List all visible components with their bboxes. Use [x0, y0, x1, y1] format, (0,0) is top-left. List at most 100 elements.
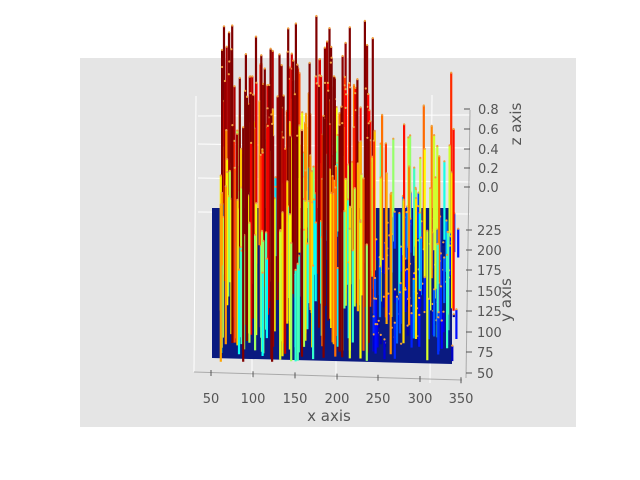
- bar-top: [359, 220, 362, 224]
- bar-top: [271, 108, 274, 111]
- bar-top: [447, 231, 450, 234]
- bar-top: [317, 84, 321, 88]
- bar-top: [227, 73, 230, 76]
- x-tick-label: 350: [449, 392, 474, 407]
- bar-top: [340, 105, 343, 108]
- x-tick-label: 50: [203, 392, 220, 407]
- bar-top: [374, 297, 378, 300]
- bar-top: [413, 272, 416, 275]
- bar-top: [288, 213, 291, 216]
- bar-top: [313, 198, 316, 201]
- bar-top: [418, 211, 421, 214]
- bar-top: [356, 162, 359, 165]
- bar-top: [379, 333, 382, 336]
- bar-top: [280, 64, 283, 67]
- bar-top: [451, 344, 454, 347]
- bar-top: [367, 92, 370, 96]
- bar-top: [371, 37, 374, 40]
- z-axis-label: z axis: [507, 102, 525, 145]
- bar-top: [261, 148, 264, 151]
- bar-top: [418, 313, 421, 316]
- y-tick-label: 175: [477, 264, 502, 279]
- bar-top: [322, 114, 325, 117]
- bar-top: [402, 198, 405, 201]
- bar-top: [304, 169, 307, 172]
- bar-top: [341, 122, 344, 125]
- bar-top: [346, 198, 349, 201]
- bar-top: [437, 316, 440, 319]
- bar-top: [251, 75, 254, 78]
- bar-top: [436, 242, 439, 245]
- bar-top: [302, 228, 306, 231]
- bar-top: [332, 75, 336, 78]
- bar-top: [224, 185, 227, 188]
- bar-top: [363, 19, 366, 22]
- bar-top: [259, 153, 262, 156]
- bar-top: [351, 249, 354, 252]
- bar-top: [225, 45, 228, 48]
- bar-top: [326, 81, 329, 84]
- bar-top: [434, 176, 437, 179]
- bar-top: [334, 165, 338, 168]
- y-tick-label: 125: [477, 305, 502, 320]
- bar-top: [233, 85, 236, 88]
- bar-top: [352, 83, 356, 86]
- bars-group: [219, 14, 460, 362]
- z-tick-label: 0.4: [478, 143, 499, 158]
- bar-top: [343, 75, 346, 78]
- bar-top: [349, 86, 352, 89]
- bar-top: [452, 313, 455, 316]
- bar-top: [365, 243, 368, 246]
- bar-top: [268, 83, 271, 87]
- y-tick-label: 200: [477, 244, 502, 259]
- bar-top: [407, 136, 410, 139]
- bar-top: [220, 191, 223, 194]
- bar-top: [446, 253, 449, 256]
- bar-top: [442, 241, 445, 244]
- bar-top: [284, 147, 287, 150]
- bar-top: [399, 282, 402, 285]
- bar-top: [286, 50, 289, 53]
- bar-top: [221, 48, 224, 52]
- grid-line: [193, 95, 197, 373]
- bar-top: [398, 291, 401, 294]
- bar-top: [344, 177, 347, 180]
- bar-top: [228, 60, 231, 63]
- bar-top: [219, 174, 222, 177]
- bar-top: [422, 104, 425, 107]
- bar-top: [294, 268, 297, 271]
- bar-top: [225, 129, 228, 132]
- bar-top: [281, 211, 284, 214]
- bar-top: [436, 144, 439, 148]
- bar-top: [296, 134, 299, 137]
- bar-top: [252, 93, 255, 96]
- bar-top: [233, 139, 236, 142]
- bar-top: [334, 186, 337, 189]
- bar-top: [336, 266, 339, 270]
- bar-top: [240, 147, 243, 150]
- bar-top: [423, 276, 426, 279]
- bar-top: [300, 129, 304, 132]
- bar-top: [382, 295, 385, 298]
- bar-top: [393, 321, 396, 324]
- bar-top: [352, 125, 355, 129]
- bar-top: [387, 292, 390, 295]
- bar-top: [270, 113, 273, 116]
- bar-top: [261, 151, 264, 154]
- bar-top: [314, 221, 317, 224]
- bar-top: [404, 288, 407, 291]
- bar-top: [236, 198, 239, 201]
- bar-top: [255, 81, 258, 84]
- bar-top: [419, 289, 422, 292]
- bar-top: [331, 174, 334, 178]
- bar-top: [403, 123, 406, 126]
- bar-top: [419, 236, 422, 239]
- y-axis-label: y axis: [497, 278, 515, 322]
- bar-top: [236, 132, 239, 135]
- bar-top: [410, 312, 413, 315]
- bar-top: [354, 86, 357, 89]
- bar-top: [377, 319, 380, 322]
- bar-top: [344, 106, 347, 109]
- bar-top: [282, 94, 285, 97]
- bar-top: [414, 188, 417, 191]
